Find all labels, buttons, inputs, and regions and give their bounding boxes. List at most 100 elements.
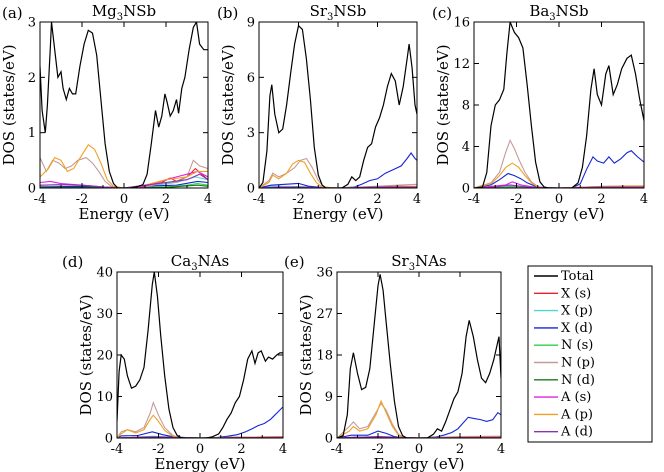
x-tick-label: -4 <box>253 192 266 207</box>
legend-entry-total: Total <box>534 269 594 284</box>
legend-entry-a-d: A (d) <box>534 425 593 440</box>
x-axis-label: Energy (eV) <box>79 205 170 223</box>
panel-title: Ca3NAs <box>171 252 229 273</box>
y-tick-label: 30 <box>96 307 113 322</box>
panel-label: (b) <box>217 4 238 22</box>
x-axis-label: Energy (eV) <box>514 205 605 223</box>
legend-entry-a-s: A (s) <box>534 390 591 405</box>
y-tick-label: 0 <box>28 182 36 197</box>
legend-entry-x-p: X (p) <box>534 304 593 319</box>
x-tick-label: -2 <box>292 192 305 207</box>
x-tick-label: 0 <box>415 442 423 457</box>
y-tick-label: 2 <box>28 71 36 86</box>
legend-label: A (d) <box>560 425 593 440</box>
y-axis-label: DOS (states/eV) <box>297 294 315 415</box>
plot-frame <box>258 21 418 189</box>
panel-a: -4 -2 0 2 4 0 1 2 3 Energy (eV) DOS (states/eV) Mg3… <box>0 2 212 223</box>
y-tick-label: 20 <box>96 349 113 364</box>
x-axis-label: Energy (eV) <box>374 455 465 472</box>
x-tick-label: 0 <box>120 192 128 207</box>
plot-frame <box>473 21 645 189</box>
series-a-p <box>474 162 644 188</box>
x-tick-label: 0 <box>334 192 342 207</box>
series-x-d <box>337 411 501 438</box>
x-tick-label: 2 <box>373 192 381 207</box>
y-tick-label: 3 <box>28 16 36 31</box>
series-n-p <box>337 402 501 438</box>
series-a-d <box>337 436 501 438</box>
y-axis-label: DOS (states/eV) <box>77 294 95 415</box>
y-tick-label: 12 <box>453 57 470 72</box>
y-tick-label: 27 <box>316 307 333 322</box>
legend-label: A (p) <box>560 407 593 422</box>
legend-entry-n-d: N (d) <box>534 373 595 388</box>
x-tick-label: 0 <box>196 442 204 457</box>
x-tick-label: 0 <box>555 192 563 207</box>
panel-title: Ba3NSb <box>529 2 588 23</box>
legend-label: N (s) <box>561 338 593 353</box>
y-tick-label: 36 <box>316 266 333 281</box>
y-tick-label: 8 <box>462 99 470 114</box>
y-axis-label: DOS (states/eV) <box>219 44 237 165</box>
legend: Total X (s) X (p) X (d) N (s) N (p) N (d) A (s)… <box>527 265 653 443</box>
series-total <box>117 272 283 438</box>
y-tick-label: 1 <box>28 126 36 141</box>
legend-label: N (d) <box>561 373 595 388</box>
y-tick-label: 0 <box>247 182 255 197</box>
x-tick-label: -4 <box>331 442 344 457</box>
legend-entry-x-d: X (d) <box>534 321 593 336</box>
legend-label: Total <box>561 269 594 284</box>
y-tick-label: 16 <box>453 16 470 31</box>
y-tick-label: 3 <box>247 126 255 141</box>
series-total <box>337 274 501 438</box>
legend-label: N (p) <box>561 356 595 371</box>
panel-title: Sr3NSb <box>310 2 367 23</box>
series-a-p <box>40 144 208 188</box>
legend-entry-n-p: N (p) <box>534 356 595 371</box>
y-tick-label: 4 <box>462 140 470 155</box>
series-n-p <box>474 138 644 188</box>
x-axis-label: Energy (eV) <box>155 455 246 472</box>
y-tick-label: 0 <box>105 432 113 447</box>
panel-label: (d) <box>62 253 83 271</box>
legend-label: X (s) <box>561 286 591 301</box>
series-total <box>259 24 417 188</box>
y-tick-label: 0 <box>325 432 333 447</box>
legend-label: X (d) <box>561 321 593 336</box>
y-axis-label: DOS (states/eV) <box>434 44 452 165</box>
x-tick-label: -2 <box>76 192 89 207</box>
panel-title: Mg3NSb <box>92 2 156 23</box>
y-tick-label: 9 <box>247 16 255 31</box>
series-a-p <box>337 399 501 438</box>
series-x-d <box>474 150 644 188</box>
y-tick-label: 6 <box>247 71 255 86</box>
x-tick-label: -4 <box>34 192 47 207</box>
series-x-d <box>117 406 283 438</box>
legend-entry-n-s: N (s) <box>534 338 593 353</box>
series-n-p <box>117 401 283 438</box>
x-tick-label: -2 <box>510 192 523 207</box>
panel-label: (c) <box>432 4 452 22</box>
x-tick-label: 4 <box>640 192 648 207</box>
x-tick-label: 4 <box>497 442 505 457</box>
panel-title: Sr3NAs <box>391 252 446 273</box>
panel-label: (a) <box>2 4 23 22</box>
series-x-d <box>259 152 417 188</box>
plot-frame <box>39 21 209 189</box>
x-tick-label: 2 <box>162 192 170 207</box>
x-tick-label: 4 <box>204 192 212 207</box>
y-tick-label: 40 <box>96 266 113 281</box>
legend-label: X (p) <box>561 304 593 319</box>
x-tick-label: -4 <box>468 192 481 207</box>
series-n-p <box>259 157 417 188</box>
x-tick-label: 2 <box>597 192 605 207</box>
series-n-p <box>40 156 208 188</box>
panel-label: (e) <box>284 253 305 271</box>
y-tick-label: 0 <box>462 182 470 197</box>
x-tick-label: -4 <box>111 442 124 457</box>
x-tick-label: 2 <box>237 442 245 457</box>
y-tick-label: 10 <box>96 390 113 405</box>
legend-label: A (s) <box>560 390 591 405</box>
legend-entry-x-s: X (s) <box>534 286 591 301</box>
